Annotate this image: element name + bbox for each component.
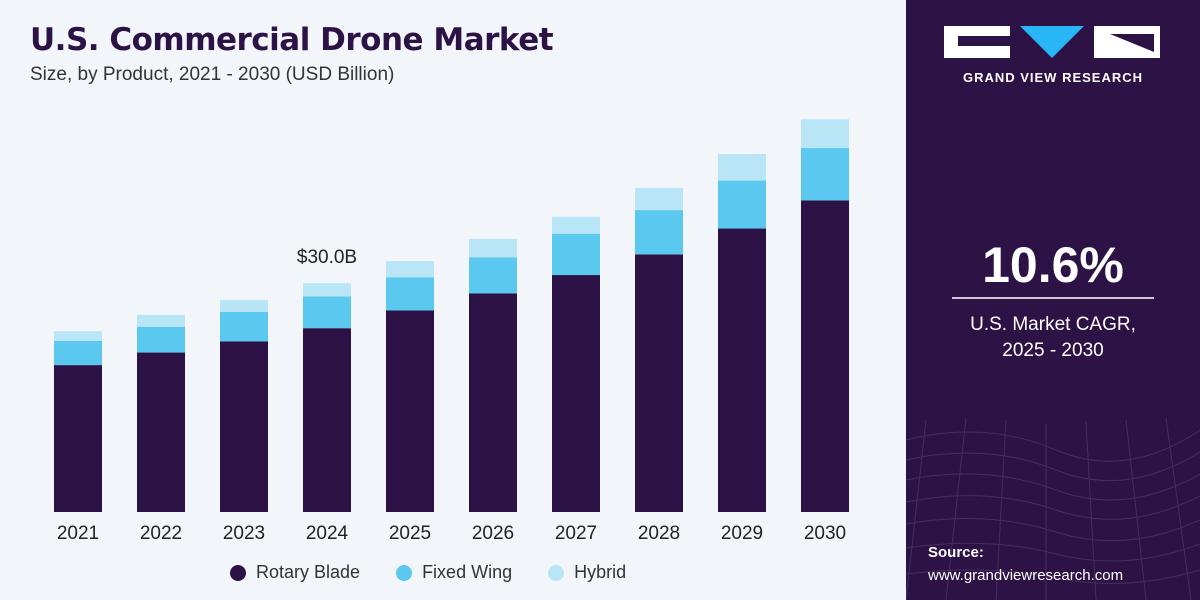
bar-rotary-blade-2028 (635, 254, 683, 512)
legend-label-hybrid: Hybrid (574, 562, 627, 582)
legend-label-fixed-wing: Fixed Wing (422, 562, 513, 582)
info-panel: GRAND VIEW RESEARCH 10.6% U.S. Market CA… (906, 0, 1200, 600)
bar-fixed-wing-2029 (718, 180, 766, 229)
bar-hybrid-2028 (635, 187, 683, 211)
x-tick-label-2030: 2030 (804, 523, 846, 544)
x-tick-label-2023: 2023 (223, 523, 265, 544)
stacked-bar-chart: 2021 2022 2023 2024 $30.0B 2025 2026 2027 2028 20… (54, 119, 849, 544)
cagr-divider (952, 297, 1154, 299)
bar-fixed-wing-2028 (635, 210, 683, 255)
bar-fixed-wing-2021 (54, 340, 102, 366)
bar-fixed-wing-2024 (303, 296, 351, 329)
legend-label-rotary-blade: Rotary Blade (256, 562, 361, 582)
bar-fixed-wing-2022 (137, 326, 185, 353)
bar-hybrid-2021 (54, 331, 102, 341)
bar-fixed-wing-2027 (552, 233, 600, 276)
bar-fixed-wing-2025 (386, 277, 434, 311)
bar-rotary-blade-2029 (718, 228, 766, 512)
x-tick-label-2025: 2025 (389, 523, 431, 544)
chart-title: U.S. Commercial Drone Market (30, 22, 554, 58)
bar-fixed-wing-2026 (469, 257, 517, 294)
bar-hybrid-2030 (801, 119, 849, 149)
x-tick-label-2022: 2022 (140, 523, 182, 544)
brand-logo (944, 26, 1160, 58)
chart-legend: Rotary Blade Fixed Wing Hybrid (230, 562, 662, 583)
x-tick-label-2029: 2029 (721, 523, 763, 544)
bar-hybrid-2022 (137, 314, 185, 327)
bar-hybrid-2023 (220, 300, 268, 312)
bar-rotary-blade-2022 (137, 352, 185, 512)
source-url[interactable]: www.grandviewresearch.com (928, 567, 1124, 584)
bar-hybrid-2026 (469, 238, 517, 258)
bar-rotary-blade-2027 (552, 275, 600, 512)
legend-swatch-fixed-wing (396, 564, 413, 581)
chart-area: U.S. Commercial Drone Market Size, by Pr… (30, 22, 849, 583)
bar-fixed-wing-2023 (220, 311, 268, 342)
bar-hybrid-2029 (718, 153, 766, 181)
wave-grid-decoration (906, 417, 1200, 600)
bar-fixed-wing-2030 (801, 148, 849, 201)
legend-swatch-hybrid (548, 564, 565, 581)
legend-swatch-rotary-blade (230, 564, 246, 581)
cagr-label: U.S. Market CAGR, 2025 - 2030 (906, 312, 1200, 364)
chart-subtitle: Size, by Product, 2021 - 2030 (USD Billi… (30, 64, 395, 85)
source-label: Source: (928, 544, 984, 561)
bar-hybrid-2025 (386, 261, 434, 278)
x-tick-label-2028: 2028 (638, 523, 680, 544)
bar-hybrid-2027 (552, 216, 600, 234)
x-tick-label-2027: 2027 (555, 523, 597, 544)
bar-rotary-blade-2025 (386, 310, 434, 512)
cagr-label-line2: 2025 - 2030 (1002, 340, 1104, 361)
brand-name: GRAND VIEW RESEARCH (962, 70, 1144, 85)
legend-item-fixed-wing: Fixed Wing (396, 562, 512, 583)
bar-rotary-blade-2026 (469, 293, 517, 512)
cagr-label-line1: U.S. Market CAGR, (970, 314, 1136, 335)
legend-item-hybrid: Hybrid (548, 562, 626, 583)
bar-rotary-blade-2030 (801, 200, 849, 512)
x-tick-label-2024: 2024 (306, 523, 349, 544)
bar-rotary-blade-2023 (220, 341, 268, 512)
x-tick-label-2021: 2021 (57, 523, 99, 544)
legend-item-rotary-blade: Rotary Blade (230, 562, 360, 583)
data-label-2024: $30.0B (297, 247, 357, 268)
cagr-value: 10.6% (982, 237, 1124, 293)
bar-hybrid-2024 (303, 283, 351, 297)
x-tick-label-2026: 2026 (472, 523, 514, 544)
bar-rotary-blade-2024 (303, 328, 351, 512)
bar-rotary-blade-2021 (54, 365, 102, 512)
